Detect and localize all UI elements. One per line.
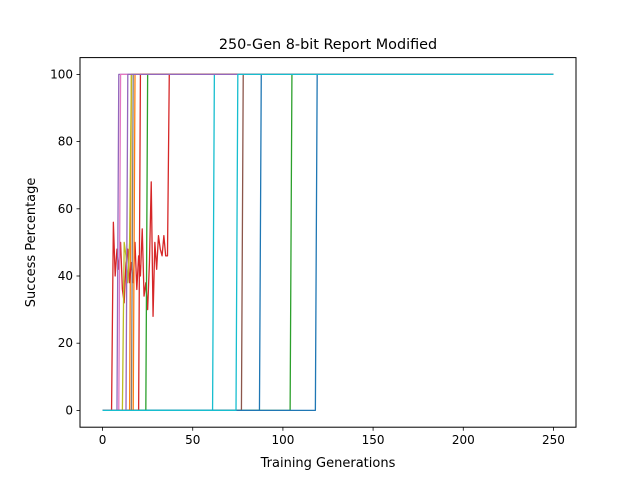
x-tick-label: 150 [362, 433, 385, 447]
y-axis-label: Success Percentage [24, 178, 39, 308]
x-axis-label: Training Generations [260, 456, 396, 471]
x-tick-label: 50 [185, 433, 200, 447]
x-tick-label: 100 [271, 433, 294, 447]
x-axis-ticks: 0 50 100 150 200 250 [99, 427, 565, 447]
series-line-16 [102, 73, 554, 412]
y-tick-label: 80 [58, 135, 73, 149]
series-lines [102, 73, 554, 412]
y-tick-label: 40 [58, 269, 73, 283]
y-tick-label: 20 [58, 336, 73, 350]
axes-frame [79, 57, 577, 428]
y-tick-label: 60 [58, 202, 73, 216]
x-tick-label: 0 [99, 433, 107, 447]
y-tick-label: 100 [50, 67, 73, 81]
x-tick-label: 200 [452, 433, 475, 447]
x-tick-label: 250 [542, 433, 565, 447]
chart-title: 250-Gen 8-bit Report Modified [219, 37, 437, 53]
y-tick-label: 0 [65, 403, 73, 417]
y-axis-ticks: 0 20 40 60 80 100 [50, 67, 80, 417]
